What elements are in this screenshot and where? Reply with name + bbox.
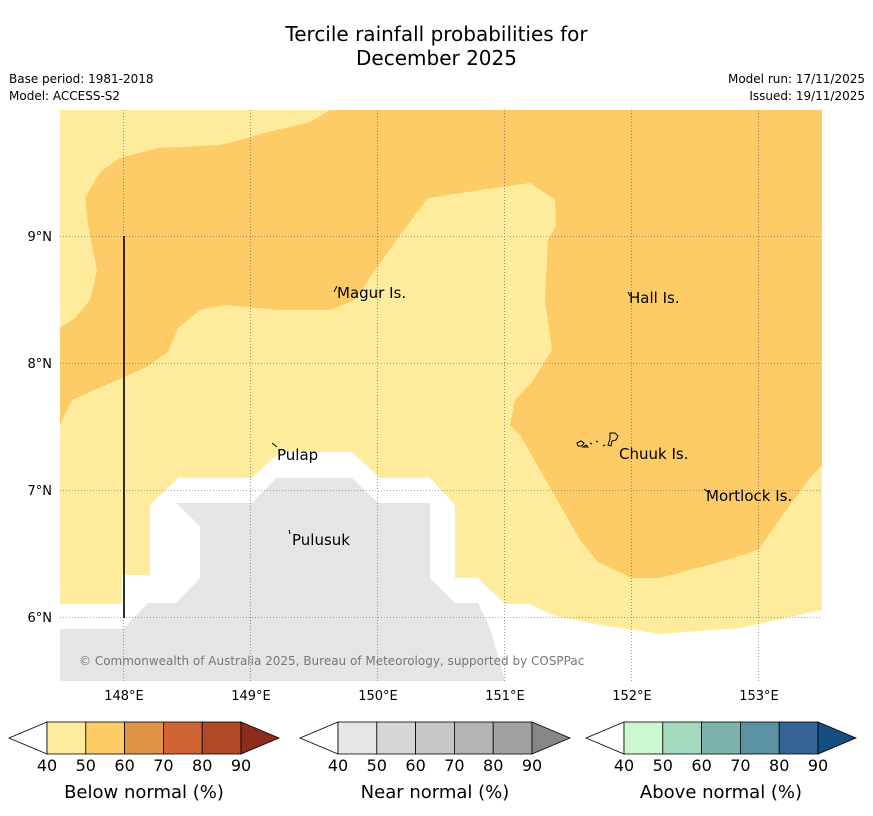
colorbar-tick-label: 40 xyxy=(328,756,348,775)
near-normal-colorbar: 40 50 60 70 80 90 Near normal (%) xyxy=(298,721,572,803)
gridlines xyxy=(60,110,822,681)
colorbar-tick-label: 80 xyxy=(483,756,503,775)
colorbar-tick-label: 40 xyxy=(37,756,57,775)
y-tick-label: 6°N xyxy=(28,611,53,626)
zone-below-40-50-dash xyxy=(428,350,455,353)
above-normal-colorbar: 40 50 60 70 80 90 Above normal (%) xyxy=(584,721,858,803)
colorbar-cell xyxy=(201,721,242,755)
magur-label: Magur Is. xyxy=(337,284,406,302)
x-axis-labels: 148°E 149°E 150°E 151°E 152°E 153°E xyxy=(104,689,779,704)
colorbar-cell xyxy=(85,721,126,755)
colorbar-tick-label: 90 xyxy=(522,756,542,775)
colorbar-tick-label: 90 xyxy=(808,756,828,775)
x-tick-label: 151°E xyxy=(485,689,525,704)
colorbar-tick-label: 70 xyxy=(153,756,173,775)
model-run-text: Model run: 17/11/2025 xyxy=(727,72,865,86)
colorbar-upper-arrow xyxy=(817,721,858,755)
colorbar-lower-arrow xyxy=(298,721,339,755)
meta-left: Base period: 1981-2018 Model: ACCESS-S2 xyxy=(9,71,154,105)
colorbar-upper-arrow xyxy=(531,721,572,755)
pulap-island-marker xyxy=(271,442,278,448)
island-markers xyxy=(271,285,709,535)
colorbar-cell xyxy=(124,721,164,755)
colorbar-cell xyxy=(376,721,416,755)
colorbar-title: Near normal (%) xyxy=(361,782,510,803)
x-tick-label: 153°E xyxy=(739,689,779,704)
y-axis-labels: 9°N 8°N 7°N 6°N xyxy=(28,230,53,626)
x-tick-label: 149°E xyxy=(231,689,271,704)
colorbar-lower-arrow xyxy=(7,721,48,755)
model-text: Model: ACCESS-S2 xyxy=(9,89,121,103)
colorbar-cell xyxy=(662,721,702,755)
colorbar-cell xyxy=(623,721,664,755)
hall-island-marker xyxy=(627,291,631,297)
title-line-1: Tercile rainfall probabilities for xyxy=(285,22,588,46)
colorbar-tick-label: 70 xyxy=(730,756,750,775)
colorbar-upper-arrow xyxy=(240,721,281,755)
magur-island-marker xyxy=(333,285,338,293)
base-period-text: Base period: 1981-2018 xyxy=(9,72,154,86)
meta-right: Model run: 17/11/2025 Issued: 19/11/2025 xyxy=(728,71,865,105)
colorbar-tick-label: 60 xyxy=(114,756,134,775)
mortlock-island-marker xyxy=(703,488,709,493)
colorbar-legends: 40 50 60 70 80 90 Below normal (%) 40 50 60 70 80 90… xyxy=(7,721,858,803)
title-line-2: December 2025 xyxy=(356,46,517,70)
chuuk-label: Chuuk Is. xyxy=(619,445,688,463)
colorbar-cell xyxy=(162,721,203,755)
colorbar-tick-label: 80 xyxy=(192,756,212,775)
y-tick-label: 9°N xyxy=(28,230,53,245)
colorbar-cell xyxy=(701,721,741,755)
colorbar-tick-label: 40 xyxy=(614,756,634,775)
y-tick-label: 8°N xyxy=(28,357,53,372)
colorbar-cell xyxy=(415,721,455,755)
pulusuk-label: Pulusuk xyxy=(292,531,350,549)
chart-title: Tercile rainfall probabilities for Decem… xyxy=(0,22,873,70)
zone-below-40-50-blob xyxy=(60,110,330,328)
colorbar-tick-label: 50 xyxy=(367,756,387,775)
colorbar-lower-arrow xyxy=(584,721,625,755)
pulusuk-island-marker xyxy=(288,529,291,535)
colorbar-cell xyxy=(453,721,494,755)
y-tick-label: 7°N xyxy=(28,484,53,499)
colorbar-cell xyxy=(778,721,819,755)
colorbar-title: Below normal (%) xyxy=(64,782,224,803)
colorbar-tick-label: 60 xyxy=(405,756,425,775)
x-tick-label: 148°E xyxy=(104,689,144,704)
colorbar-tick-label: 90 xyxy=(231,756,251,775)
colorbar-tick-label: 60 xyxy=(691,756,711,775)
colorbar-tick-label: 80 xyxy=(769,756,789,775)
chuuk-lagoon-marker xyxy=(576,432,619,448)
pulap-label: Pulap xyxy=(277,446,318,464)
x-tick-label: 152°E xyxy=(612,689,652,704)
issued-text: Issued: 19/11/2025 xyxy=(749,89,865,103)
zone-near-normal xyxy=(60,478,505,681)
colorbar-cell xyxy=(740,721,780,755)
copyright-text: © Commonwealth of Australia 2025, Bureau… xyxy=(79,654,584,668)
colorbar-title: Above normal (%) xyxy=(640,782,802,803)
map-panel xyxy=(60,110,822,681)
zone-below-50-60-east xyxy=(428,110,822,578)
hall-label: Hall Is. xyxy=(629,289,680,307)
colorbar-cell xyxy=(492,721,533,755)
colorbar-tick-label: 50 xyxy=(76,756,96,775)
colorbar-cell xyxy=(337,721,378,755)
below-normal-colorbar: 40 50 60 70 80 90 Below normal (%) xyxy=(7,721,281,803)
colorbar-tick-label: 70 xyxy=(444,756,464,775)
colorbar-tick-label: 50 xyxy=(653,756,673,775)
x-tick-label: 150°E xyxy=(358,689,398,704)
colorbar-cell xyxy=(46,721,87,755)
mortlock-label: Mortlock Is. xyxy=(706,487,792,505)
